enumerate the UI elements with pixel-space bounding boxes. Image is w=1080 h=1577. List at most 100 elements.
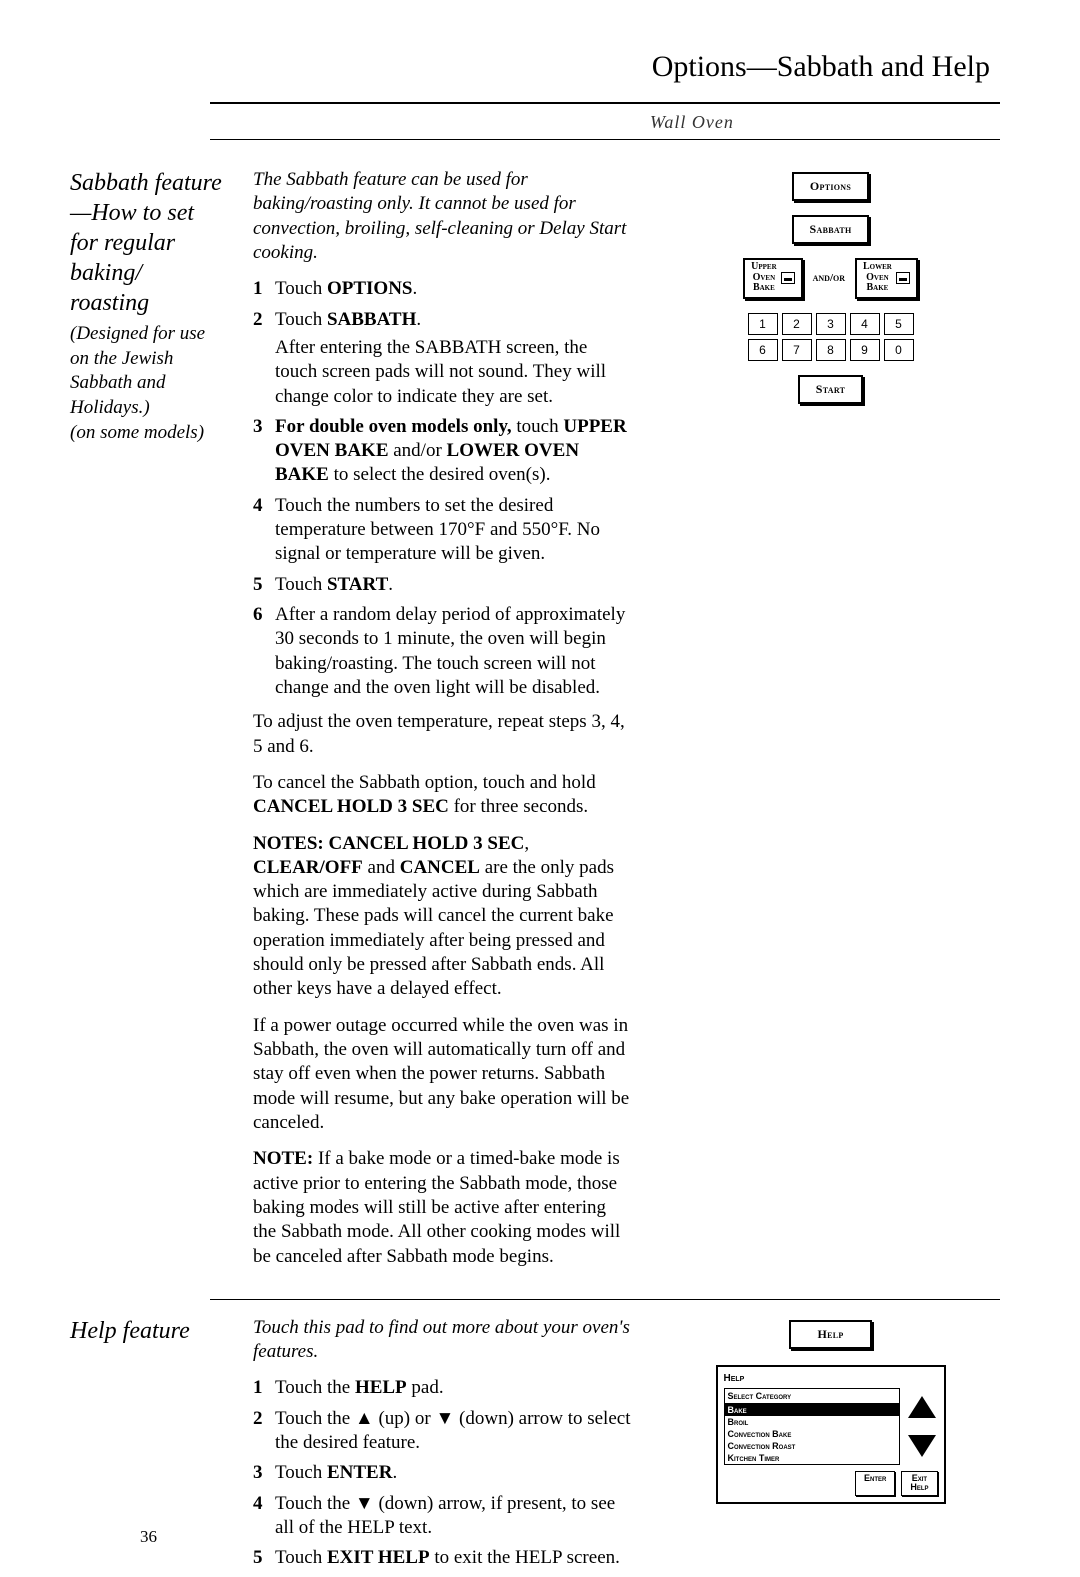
key-2[interactable]: 2: [782, 313, 812, 335]
section-divider: [210, 1299, 1000, 1300]
margin-sub-2: (on some models): [70, 421, 225, 446]
arrow-down-icon[interactable]: [908, 1435, 936, 1457]
hstep5-post: to exit the HELP screen.: [430, 1547, 620, 1568]
upper-oven-bake-button[interactable]: Upper Oven Bake: [743, 258, 803, 299]
help-step-2: Touch the ▲ (up) or ▼ (down) arrow to se…: [253, 1407, 633, 1456]
notes-b1: NOTES: CANCEL HOLD 3 SEC: [253, 833, 524, 854]
options-button[interactable]: Options: [792, 172, 869, 201]
key-7[interactable]: 7: [782, 339, 812, 361]
step-4: Touch the numbers to set the desired tem…: [253, 494, 633, 567]
help-steps: Touch the HELP pad. Touch the ▲ (up) or …: [253, 1376, 633, 1570]
help-step-1: Touch the HELP pad.: [253, 1376, 633, 1400]
step-1: Touch OPTIONS.: [253, 277, 633, 301]
oven-icon: [896, 272, 910, 284]
notes-mid1: ,: [524, 833, 529, 854]
step1-post: .: [413, 278, 418, 299]
lower-oven-label: Lower Oven Bake: [863, 262, 892, 294]
notes-post: are the only pads which are immediately …: [253, 857, 614, 1000]
exit-help-button[interactable]: Exit Help: [901, 1471, 937, 1496]
sabbath-diagram: Options Sabbath Upper Oven Bake and/or L…: [661, 172, 1000, 404]
lower-oven-bake-button[interactable]: Lower Oven Bake: [855, 258, 918, 299]
help-category-title: Select Category: [725, 1389, 899, 1404]
hstep3-pre: Touch: [275, 1462, 327, 1483]
header-rule: [210, 102, 1000, 104]
upper-oven-label: Upper Oven Bake: [751, 262, 777, 294]
sub-header-rule: [210, 139, 1000, 140]
step5-post: .: [388, 574, 393, 595]
step-5: Touch START.: [253, 573, 633, 597]
help-step-5: Touch EXIT HELP to exit the HELP screen.: [253, 1546, 633, 1570]
margin-sub-1: (Designed for use on the Jewish Sabbath …: [70, 322, 225, 421]
help-screen: Help Select Category Bake Broil Convecti…: [716, 1365, 946, 1504]
para-notes: NOTES: CANCEL HOLD 3 SEC, CLEAR/OFF and …: [253, 832, 633, 1002]
step5-bold: START: [327, 574, 388, 595]
key-8[interactable]: 8: [816, 339, 846, 361]
step3-mid: touch: [512, 416, 564, 437]
key-4[interactable]: 4: [850, 313, 880, 335]
arrow-up-icon[interactable]: [908, 1396, 936, 1418]
hstep5-pre: Touch: [275, 1547, 327, 1568]
key-1[interactable]: 1: [748, 313, 778, 335]
notes-b2: CLEAR/OFF: [253, 857, 363, 878]
step5-pre: Touch: [275, 574, 327, 595]
step3-mid2: and/or: [389, 440, 447, 461]
keypad: 1 2 3 4 5 6 7 8 9 0: [748, 313, 914, 361]
step-3: For double oven models only, touch UPPER…: [253, 415, 633, 488]
step2-after: After entering the SABBATH screen, the t…: [275, 336, 633, 409]
section-sabbath: Sabbath feature—How to set for regular b…: [70, 168, 1000, 1281]
help-item-kitchen-timer[interactable]: Kitchen Timer: [725, 1452, 899, 1464]
help-step-3: Touch ENTER.: [253, 1461, 633, 1485]
hstep3-post: .: [392, 1462, 397, 1483]
hstep3-b: ENTER: [327, 1462, 392, 1483]
oven-icon: [781, 272, 795, 284]
hstep5-b: EXIT HELP: [327, 1547, 430, 1568]
cancel-pre: To cancel the Sabbath option, touch and …: [253, 772, 596, 793]
page-number: 36: [140, 1527, 157, 1547]
step2-post: .: [416, 309, 421, 330]
andor-label: and/or: [813, 272, 845, 284]
step2-pre: Touch: [275, 309, 327, 330]
help-diagram: Help Help Select Category Bake Broil Con…: [661, 1320, 1000, 1504]
step1-bold: OPTIONS: [327, 278, 413, 299]
help-screen-title: Help: [724, 1373, 938, 1384]
help-item-conv-roast[interactable]: Convection Roast: [725, 1440, 899, 1452]
notes-mid2: and: [363, 857, 400, 878]
cancel-post: for three seconds.: [449, 796, 588, 817]
para-adjust: To adjust the oven temperature, repeat s…: [253, 710, 633, 759]
enter-button[interactable]: Enter: [855, 1471, 895, 1496]
key-3[interactable]: 3: [816, 313, 846, 335]
help-item-conv-bake[interactable]: Convection Bake: [725, 1428, 899, 1440]
page-title: Options—Sabbath and Help: [70, 50, 990, 84]
hstep1-post: pad.: [407, 1377, 444, 1398]
start-button[interactable]: Start: [798, 375, 864, 404]
margin-title-sabbath: Sabbath feature—How to set for regular b…: [70, 168, 225, 318]
sabbath-button[interactable]: Sabbath: [792, 215, 870, 244]
step2-bold: SABBATH: [327, 309, 416, 330]
help-item-broil[interactable]: Broil: [725, 1416, 899, 1428]
key-5[interactable]: 5: [884, 313, 914, 335]
step1-pre: Touch: [275, 278, 327, 299]
help-step-4: Touch the ▼ (down) arrow, if present, to…: [253, 1492, 633, 1541]
help-item-bake[interactable]: Bake: [725, 1404, 899, 1416]
note2-b: NOTE:: [253, 1148, 313, 1169]
sabbath-steps: Touch OPTIONS. Touch SABBATH. After ente…: [253, 277, 633, 700]
section-help: Help feature Touch this pad to find out …: [70, 1316, 1000, 1577]
cancel-bold: CANCEL HOLD 3 SEC: [253, 796, 449, 817]
step-2: Touch SABBATH. After entering the SABBAT…: [253, 308, 633, 409]
para-cancel: To cancel the Sabbath option, touch and …: [253, 771, 633, 820]
step-6: After a random delay period of approxima…: [253, 603, 633, 700]
hstep1-pre: Touch the: [275, 1377, 355, 1398]
oven-row: Upper Oven Bake and/or Lower Oven Bake: [743, 258, 918, 299]
step3-b1: For double oven models only,: [275, 416, 512, 437]
step3-post: to select the desired oven(s).: [329, 464, 551, 485]
hstep1-b: HELP: [355, 1377, 407, 1398]
intro-help: Touch this pad to find out more about yo…: [253, 1316, 633, 1365]
margin-title-help: Help feature: [70, 1316, 225, 1346]
key-0[interactable]: 0: [884, 339, 914, 361]
help-category-list: Select Category Bake Broil Convection Ba…: [724, 1388, 900, 1465]
para-note2: NOTE: If a bake mode or a timed-bake mod…: [253, 1147, 633, 1269]
key-9[interactable]: 9: [850, 339, 880, 361]
para-power: If a power outage occurred while the ove…: [253, 1014, 633, 1136]
key-6[interactable]: 6: [748, 339, 778, 361]
help-button[interactable]: Help: [789, 1320, 871, 1349]
